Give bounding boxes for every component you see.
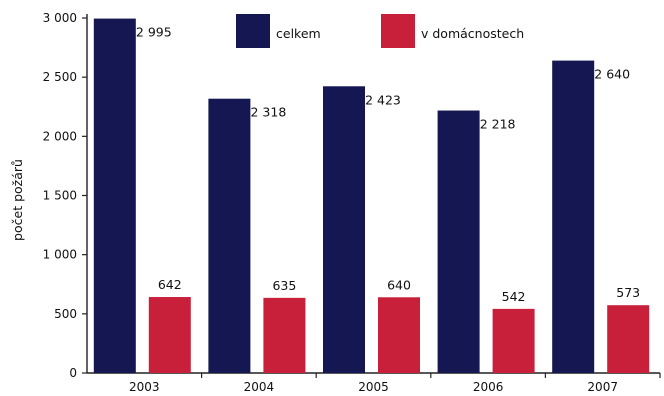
data-label: 635 — [272, 278, 296, 293]
data-label: 642 — [158, 277, 182, 292]
x-tick-label: 2005 — [358, 380, 389, 394]
bar-celkem — [437, 110, 480, 373]
y-tick-label: 500 — [54, 307, 77, 321]
data-label: 2 640 — [594, 67, 630, 82]
legend-label: celkem — [276, 26, 321, 41]
bar-celkem — [552, 60, 595, 373]
bar-celkem — [208, 98, 251, 373]
y-axis-label: počet požárů — [10, 159, 25, 241]
bars: 2 995 642 2 318 635 2 423 640 2 218 542 2 640 573 — [93, 18, 650, 374]
x-tick-label: 2006 — [473, 380, 504, 394]
data-label: 2 423 — [365, 92, 401, 107]
data-label: 2 995 — [136, 25, 172, 40]
data-label: 640 — [387, 277, 411, 292]
axes: 0 500 1 000 1 500 2 000 2 500 3 000 2003 2004 200… — [43, 11, 661, 394]
legend: celkem v domácnostech — [236, 14, 524, 48]
y-tick-label: 3 000 — [43, 11, 77, 25]
data-label: 2 318 — [251, 105, 287, 120]
bar-domacnosti — [378, 297, 420, 373]
y-tick-label: 2 500 — [43, 70, 77, 84]
data-label: 2 218 — [480, 117, 516, 132]
x-tick-label: 2004 — [244, 380, 275, 394]
data-label: 542 — [502, 289, 526, 304]
y-tick-label: 0 — [69, 366, 77, 380]
x-tick-label: 2003 — [129, 380, 160, 394]
x-tick-label: 2007 — [587, 380, 618, 394]
bar-domacnosti — [492, 308, 535, 373]
y-tick-label: 1 000 — [43, 248, 77, 262]
legend-swatch — [381, 14, 415, 48]
bar-celkem — [323, 86, 365, 374]
y-tick-label: 2 000 — [43, 129, 77, 143]
bar-domacnosti — [263, 297, 306, 373]
bar-domacnosti — [607, 305, 650, 373]
legend-swatch — [236, 14, 270, 48]
bar-celkem — [93, 18, 136, 373]
legend-label: v domácnostech — [421, 26, 524, 41]
data-label: 573 — [616, 285, 640, 300]
bar-domacnosti — [148, 297, 191, 373]
y-tick-label: 1 500 — [43, 189, 77, 203]
